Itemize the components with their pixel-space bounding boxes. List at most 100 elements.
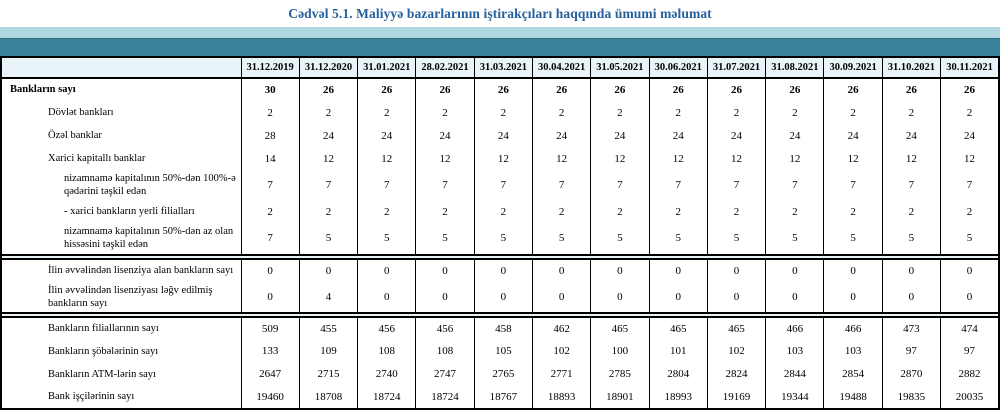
table-row: Özəl banklar 28 24 24 24 24 24 24 24 24 24 24 24 24: [1, 124, 1000, 147]
value-cell: 26: [881, 78, 942, 101]
table-header-row: 31.12.2019 31.12.2020 31.01.2021 28.02.2021…: [0, 56, 1000, 79]
value-cell: 462: [531, 316, 592, 340]
value-cell: 2: [706, 200, 767, 224]
column-header-date: 31.07.2021: [706, 56, 767, 79]
value-cell: 103: [765, 339, 825, 363]
value-cell: 0: [881, 258, 942, 282]
value-cell: 19169: [706, 385, 767, 409]
value-cell: 2: [706, 101, 767, 124]
value-cell: 466: [823, 316, 883, 340]
value-cell: 19835: [881, 385, 942, 409]
table-row: Bankların sayı 30 26 26 26 26 26 26 26 26 26 26 26 26: [1, 78, 1000, 101]
value-cell: 2: [648, 101, 708, 124]
value-cell: 2: [298, 101, 359, 124]
column-header-date: 31.01.2021: [357, 56, 417, 79]
value-cell: 12: [823, 147, 883, 170]
value-cell: 2: [881, 101, 942, 124]
value-cell: 24: [473, 124, 533, 147]
value-cell: 24: [648, 124, 708, 147]
value-cell: 2: [357, 101, 417, 124]
column-header-date: 30.06.2021: [648, 56, 708, 79]
value-cell: 0: [823, 258, 883, 282]
column-header-date: 31.12.2019: [240, 56, 300, 79]
row-label: Bankların ATM-lərin sayı: [1, 362, 242, 386]
value-cell: 2771: [531, 362, 592, 386]
value-cell: 473: [881, 316, 942, 340]
value-cell: 24: [765, 124, 825, 147]
column-header-date: 31.05.2021: [590, 56, 650, 79]
value-cell: 0: [765, 258, 825, 282]
value-cell: 7: [415, 170, 475, 201]
table-row: Dövlət bankları 2 2 2 2 2 2 2 2 2 2 2 2 2: [1, 101, 1000, 124]
value-cell: 0: [415, 258, 475, 282]
table-row: nizamnamə kapitalının 50%-dən az olan hi…: [1, 223, 1000, 255]
financial-participants-table: 31.12.2019 31.12.2020 31.01.2021 28.02.2021…: [0, 56, 1000, 410]
value-cell: 19460: [240, 385, 300, 409]
value-cell: 0: [823, 281, 883, 313]
value-cell: 108: [415, 339, 475, 363]
value-cell: 24: [590, 124, 650, 147]
value-cell: 0: [531, 258, 592, 282]
value-cell: 5: [590, 223, 650, 255]
column-header-date: 30.11.2021: [940, 56, 1000, 79]
value-cell: 2: [531, 200, 592, 224]
page-title: Cədvəl 5.1. Maliyyə bazarlarının iştirak…: [288, 5, 712, 21]
value-cell: 2647: [240, 362, 300, 386]
value-cell: 5: [473, 223, 533, 255]
value-cell: 26: [940, 78, 1000, 101]
value-cell: 5: [415, 223, 475, 255]
value-cell: 2: [590, 200, 650, 224]
value-cell: 12: [940, 147, 1000, 170]
value-cell: 26: [298, 78, 359, 101]
decorative-band-light-icon: [0, 27, 1000, 38]
row-label: Dövlət bankları: [1, 101, 242, 124]
value-cell: 7: [765, 170, 825, 201]
value-cell: 0: [590, 281, 650, 313]
value-cell: 2: [648, 200, 708, 224]
value-cell: 12: [706, 147, 767, 170]
value-cell: 18708: [298, 385, 359, 409]
value-cell: 100: [590, 339, 650, 363]
table-row: Bank işçilərinin sayı 19460 18708 18724 1872…: [1, 385, 1000, 409]
value-cell: 474: [940, 316, 1000, 340]
column-header-date: 31.08.2021: [765, 56, 825, 79]
value-cell: 5: [881, 223, 942, 255]
value-cell: 12: [298, 147, 359, 170]
row-label-column-header: [0, 56, 242, 79]
value-cell: 5: [298, 223, 359, 255]
value-cell: 458: [473, 316, 533, 340]
value-cell: 12: [473, 147, 533, 170]
value-cell: 0: [706, 281, 767, 313]
value-cell: 24: [881, 124, 942, 147]
value-cell: 2: [531, 101, 592, 124]
column-header-date: 31.10.2021: [881, 56, 942, 79]
value-cell: 2844: [765, 362, 825, 386]
value-cell: 26: [706, 78, 767, 101]
value-cell: 455: [298, 316, 359, 340]
value-cell: 24: [531, 124, 592, 147]
value-cell: 24: [823, 124, 883, 147]
value-cell: 7: [357, 170, 417, 201]
value-cell: 466: [765, 316, 825, 340]
value-cell: 0: [473, 281, 533, 313]
value-cell: 2: [940, 101, 1000, 124]
column-header-date: 30.04.2021: [531, 56, 592, 79]
value-cell: 4: [298, 281, 359, 313]
section-separator: [1, 311, 999, 318]
value-cell: 2: [357, 200, 417, 224]
value-cell: 7: [240, 223, 300, 255]
column-header-date: 31.12.2020: [298, 56, 359, 79]
value-cell: 0: [940, 281, 1000, 313]
column-header-date: 28.02.2021: [415, 56, 475, 79]
value-cell: 2: [240, 200, 300, 224]
value-cell: 509: [240, 316, 300, 340]
value-cell: 2: [940, 200, 1000, 224]
value-cell: 2: [240, 101, 300, 124]
value-cell: 2740: [357, 362, 417, 386]
value-cell: 18893: [531, 385, 592, 409]
table-row: - xarici bankların yerli filialları 2 2 2 2 2…: [1, 200, 1000, 224]
value-cell: 26: [590, 78, 650, 101]
value-cell: 5: [765, 223, 825, 255]
value-cell: 26: [473, 78, 533, 101]
